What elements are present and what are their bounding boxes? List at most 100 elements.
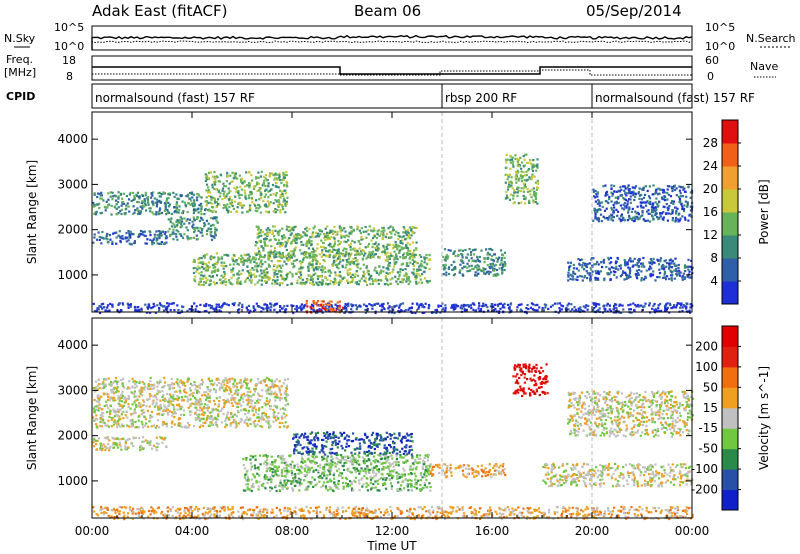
velocity-ylabel: Slant Range [km]: [25, 366, 39, 470]
nave-label: Nave: [750, 60, 778, 73]
velocity-ytick-label: 4000: [57, 338, 88, 352]
time-tick-label: 16:00: [475, 524, 510, 538]
freq-unit-label: [MHz]: [4, 66, 36, 79]
velocity-colorbar-swatch: [722, 346, 738, 368]
frequency-trace: [92, 66, 692, 75]
power-echo-region: [592, 184, 694, 223]
power-echo-region: [204, 170, 289, 214]
power-colorbar-tick: 16: [703, 205, 718, 219]
power-panel: 1000 2000 3000 4000 Slant Range [km] 4 8 12 16…: [25, 111, 771, 315]
velocity-colorbar-swatch: [722, 428, 738, 450]
velocity-echo-region: [542, 462, 694, 488]
power-echo-region: [504, 153, 540, 205]
beam-title: Beam 06: [354, 2, 421, 20]
power-echo-region: [92, 229, 169, 246]
sky-tick-top: 10^5: [54, 21, 84, 34]
power-ytick-label: 2000: [57, 223, 88, 237]
velocity-ytick-label: 2000: [57, 429, 88, 443]
velocity-colorbar-swatch: [722, 326, 738, 347]
cpid-panel: CPID normalsound (fast) 157 RF rbsp 200 R…: [6, 83, 755, 109]
velocity-colorbar-tick: -50: [698, 442, 718, 456]
velocity-panel: 1000 2000 3000 4000 Slant Range [km] 200 100…: [25, 317, 771, 521]
time-tick-label: 00:00: [75, 524, 110, 538]
time-tick-label: 20:00: [575, 524, 610, 538]
freq-label: Freq.: [6, 53, 33, 66]
velocity-colorbar-tick: 50: [703, 380, 718, 394]
velocity-echo-region: [292, 431, 414, 456]
velocity-echo-region: [512, 363, 549, 398]
nsky-trace: [91, 34, 693, 50]
velocity-echo-region: [242, 453, 432, 493]
power-ytick-label: 3000: [57, 177, 88, 191]
power-echo-region: [567, 256, 694, 282]
power-echo-region: [192, 252, 432, 287]
freq-tick-bottom: 8: [66, 70, 73, 83]
power-colorbar-swatch: [722, 281, 738, 305]
date-title: 05/Sep/2014: [586, 2, 682, 20]
power-echo-region: [167, 216, 219, 241]
power-colorbar-swatch: [722, 258, 738, 282]
power-echo-region: [254, 225, 418, 259]
velocity-echo-region: [567, 390, 695, 438]
power-colorbar-swatch: [722, 166, 738, 190]
velocity-ytick-label: 1000: [57, 474, 88, 488]
velocity-colorbar-tick: 200: [695, 339, 718, 353]
nsearch-label: N.Search: [746, 32, 796, 45]
power-colorbar-swatch: [722, 212, 738, 236]
cpid-segment-label: rbsp 200 RF: [445, 91, 517, 105]
velocity-colorbar-swatch: [722, 469, 738, 491]
power-colorbar-tick: 24: [703, 159, 718, 173]
velocity-echo-region: [92, 505, 694, 521]
power-colorbar-swatch: [722, 235, 738, 259]
power-colorbar-label: Power [dB]: [757, 179, 771, 244]
velocity-colorbar-swatch: [722, 489, 738, 511]
search-tick-bottom: 10^0: [705, 40, 735, 53]
power-ytick-label: 1000: [57, 268, 88, 282]
nave-trace: [92, 69, 692, 76]
velocity-colorbar-swatch: [722, 387, 738, 409]
cpid-segment: [591, 83, 693, 109]
freq-panel: Freq. [MHz] 18 8 60 0 Nave: [4, 53, 778, 83]
velocity-colorbar-label: Velocity [m s^-1]: [757, 366, 771, 470]
power-colorbar-swatch: [722, 120, 738, 144]
power-ylabel: Slant Range [km]: [25, 160, 39, 264]
power-colorbar-tick: 20: [703, 182, 718, 196]
cpid-segment-label: normalsound (fast) 157 RF: [95, 91, 255, 105]
velocity-colorbar-tick: 15: [703, 401, 718, 415]
nsearch-trace: [91, 40, 693, 44]
time-axis-label: Time UT: [366, 539, 417, 553]
cpid-segment-label: normalsound (fast) 157 RF: [595, 91, 755, 105]
velocity-echo-region: [429, 462, 507, 479]
time-axis: 00:00 04:00 08:00 12:00 16:00 20:00 00:00: [75, 112, 710, 538]
power-colorbar-tick: 28: [703, 136, 718, 150]
velocity-colorbar-swatch: [722, 366, 738, 388]
velocity-colorbar-swatch: [722, 448, 738, 470]
time-tick-label: 04:00: [175, 524, 210, 538]
power-ytick-label: 4000: [57, 132, 88, 146]
freq-tick-top: 18: [62, 54, 76, 67]
time-tick-label: 00:00: [675, 524, 710, 538]
time-tick-label: 12:00: [375, 524, 410, 538]
velocity-colorbar-tick: -100: [691, 462, 718, 476]
cpid-label: CPID: [6, 90, 35, 103]
power-colorbar-tick: 12: [703, 228, 718, 242]
velocity-ytick-label: 3000: [57, 383, 88, 397]
velocity-echo-region: [92, 376, 290, 429]
power-colorbar-swatch: [722, 189, 738, 213]
power-echo-region: [92, 191, 207, 216]
power-colorbar-tick: 8: [710, 251, 718, 265]
power-colorbar-swatch: [722, 143, 738, 167]
nave-tick-top: 60: [705, 54, 719, 67]
power-echo-region: [442, 247, 507, 278]
velocity-colorbar-tick: -15: [698, 421, 718, 435]
search-tick-top: 10^5: [705, 21, 735, 34]
velocity-echo-region: [92, 436, 168, 452]
nave-tick-bottom: 0: [707, 70, 714, 83]
sky-tick-bottom: 10^0: [54, 40, 84, 53]
nsky-label: N.Sky: [4, 32, 36, 45]
sky-panel: N.Sky 10^5 10^0 10^5 10^0 N.Search: [4, 21, 796, 53]
time-tick-label: 08:00: [275, 524, 310, 538]
radar-title: Adak East (fitACF): [92, 2, 227, 20]
power-colorbar-tick: 4: [710, 274, 718, 288]
